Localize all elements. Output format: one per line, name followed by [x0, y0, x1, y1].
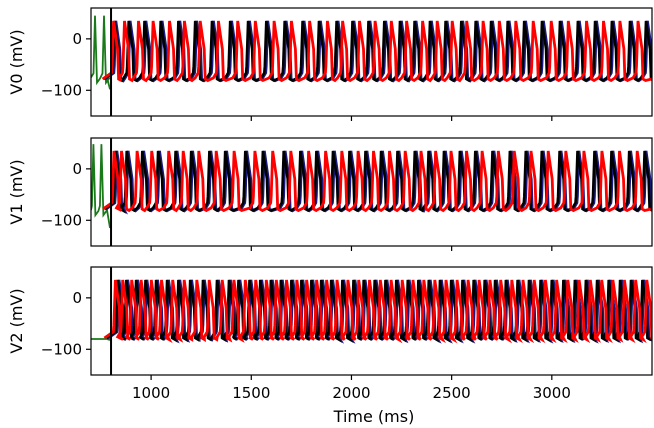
x-tick-label: 2000	[332, 384, 370, 402]
x-axis-label: Time (ms)	[333, 407, 415, 426]
red-trace	[102, 150, 652, 213]
initial-trace	[91, 144, 111, 229]
y-tick-label: 0	[72, 160, 82, 178]
red-trace	[103, 279, 652, 344]
y-tick-label: 0	[72, 289, 82, 307]
axes-frame	[90, 266, 653, 376]
black-trace	[102, 20, 652, 83]
plot-area	[91, 15, 652, 90]
axes-frame	[90, 137, 653, 247]
x-tick-label: 3000	[533, 384, 571, 402]
x-tick-label: 1500	[232, 384, 270, 402]
y-axis-label: V0 (mV)	[7, 29, 26, 94]
panel-0: 0 −100 V0 (mV)	[7, 7, 653, 121]
y-tick-label: −100	[41, 211, 82, 229]
red-trace	[101, 20, 652, 83]
x-tick-label: 2500	[433, 384, 471, 402]
plot-area	[91, 144, 652, 229]
plot-area	[91, 279, 652, 344]
panel-2: 0 −100 V2 (mV)	[7, 266, 653, 380]
y-axis-label: V2 (mV)	[7, 288, 26, 353]
y-tick-label: −100	[41, 340, 82, 358]
axes-frame	[90, 7, 653, 117]
black-trace	[103, 150, 652, 214]
x-tick-label: 1000	[132, 384, 170, 402]
panel-1: 0 −100 V1 (mV)	[7, 137, 653, 251]
y-tick-label: −100	[41, 81, 82, 99]
y-tick-label: 0	[72, 30, 82, 48]
initial-trace	[91, 338, 111, 341]
y-axis-label: V1 (mV)	[7, 159, 26, 224]
